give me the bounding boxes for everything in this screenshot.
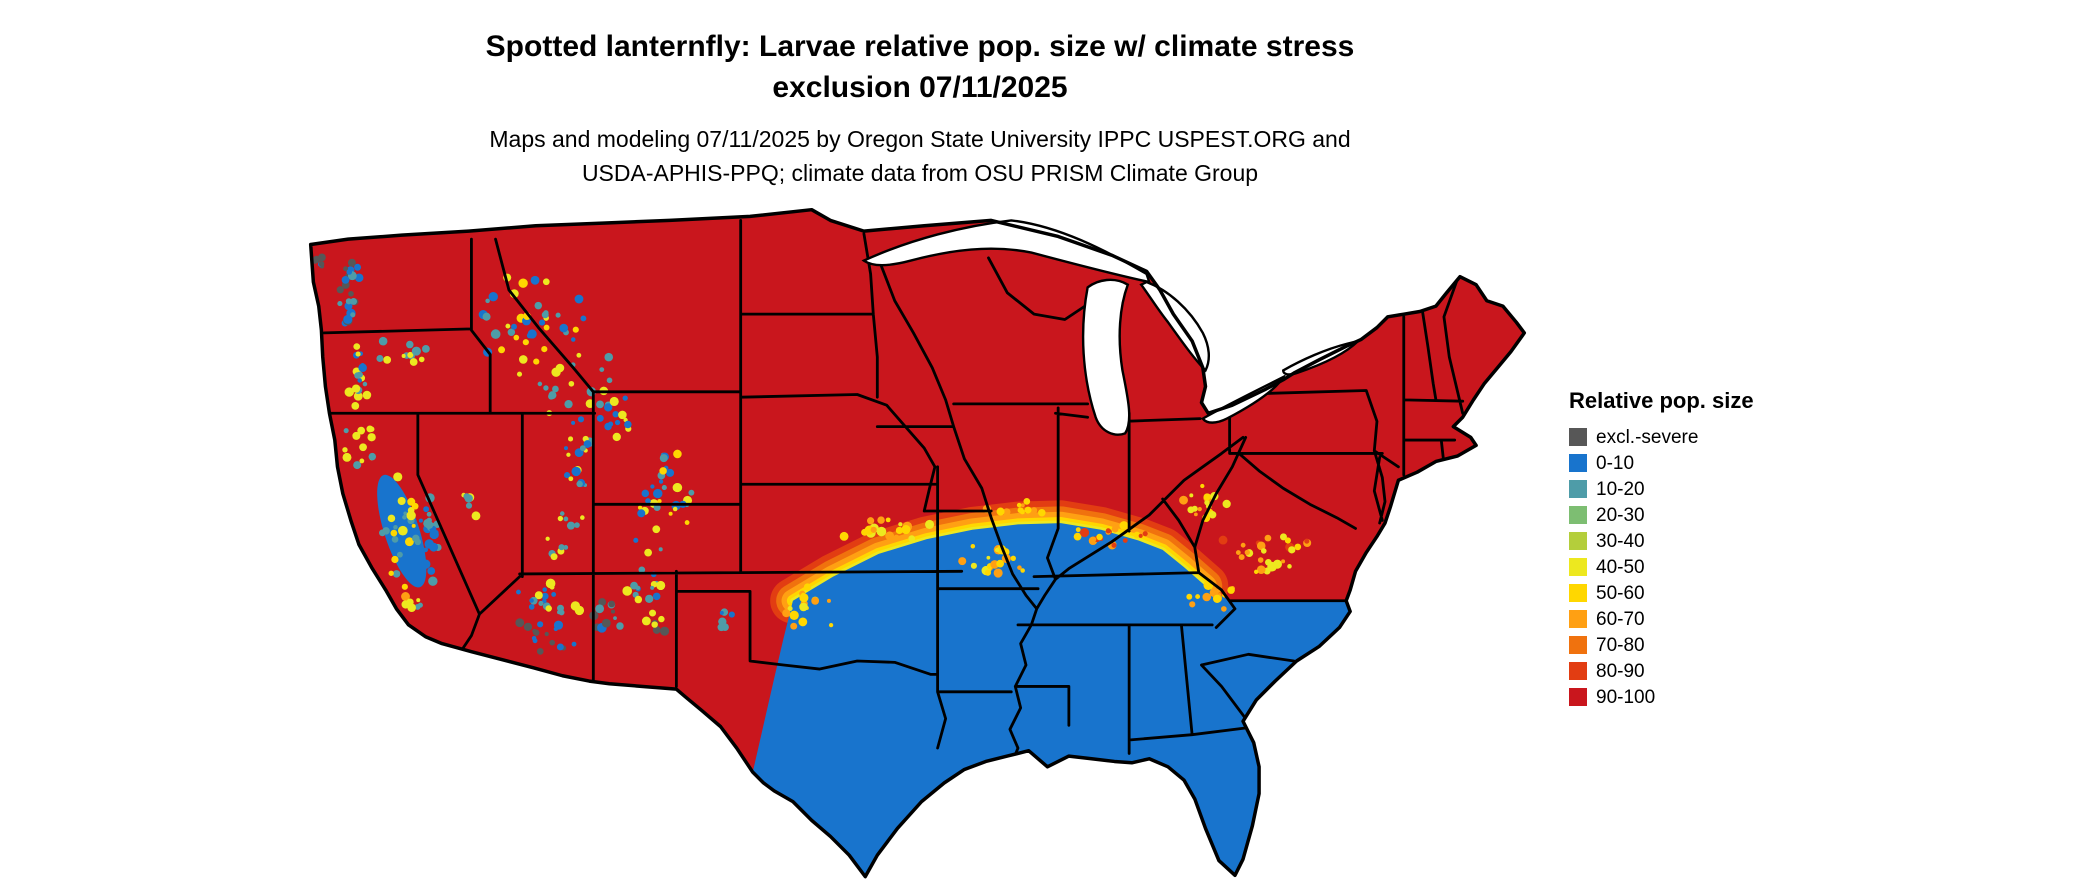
- legend-swatch: [1569, 558, 1587, 576]
- legend-label: 40-50: [1596, 556, 1645, 578]
- us-map: [308, 207, 1527, 879]
- legend-label: 10-20: [1596, 478, 1645, 500]
- map-subtitle-line1: Maps and modeling 07/11/2025 by Oregon S…: [489, 126, 1351, 152]
- legend-item: 40-50: [1569, 554, 1839, 580]
- legend-label: 90-100: [1596, 686, 1656, 708]
- legend-swatch: [1569, 584, 1587, 602]
- legend-item: 20-30: [1569, 502, 1839, 528]
- legend-label: excl.-severe: [1596, 426, 1699, 448]
- legend-item: 70-80: [1569, 632, 1839, 658]
- legend-item: 10-20: [1569, 476, 1839, 502]
- map-title: Spotted lanternfly: Larvae relative pop.…: [0, 26, 1840, 108]
- legend-item: 30-40: [1569, 528, 1839, 554]
- legend-label: 50-60: [1596, 582, 1645, 604]
- legend-label: 0-10: [1596, 452, 1635, 474]
- map-subtitle-line2: USDA-APHIS-PPQ; climate data from OSU PR…: [581, 160, 1259, 186]
- map-title-line2: exclusion 07/11/2025: [772, 71, 1068, 104]
- lake-michigan: [1081, 278, 1131, 436]
- legend-swatch: [1569, 662, 1587, 680]
- legend-item: 50-60: [1569, 580, 1839, 606]
- lake-huron: [1139, 280, 1210, 373]
- legend-swatch: [1569, 688, 1587, 706]
- legend-item: excl.-severe: [1569, 424, 1839, 450]
- legend-swatch: [1569, 506, 1587, 524]
- lake-superior: [861, 219, 1152, 284]
- map-title-line1: Spotted lanternfly: Larvae relative pop.…: [485, 30, 1355, 63]
- legend-swatch: [1569, 454, 1587, 472]
- legend-swatch: [1569, 480, 1587, 498]
- legend-label: 30-40: [1596, 530, 1645, 552]
- speckle-texture: [311, 232, 1312, 877]
- south-low-region: [752, 523, 1351, 877]
- legend-items: excl.-severe 0-10 10-20 20-30 30-40 40-5…: [1569, 424, 1839, 710]
- legend-swatch: [1569, 532, 1587, 550]
- legend-label: 80-90: [1596, 660, 1645, 682]
- map-subtitle: Maps and modeling 07/11/2025 by Oregon S…: [0, 122, 1840, 190]
- legend-swatch: [1569, 636, 1587, 654]
- legend-title: Relative pop. size: [1569, 388, 1754, 413]
- legend-swatch: [1569, 428, 1587, 446]
- legend-swatch: [1569, 610, 1587, 628]
- legend-label: 20-30: [1596, 504, 1645, 526]
- us-outline: [308, 207, 1527, 879]
- legend-item: 80-90: [1569, 658, 1839, 684]
- legend-label: 70-80: [1596, 634, 1645, 656]
- state-borders: [322, 219, 1465, 763]
- legend-item: 60-70: [1569, 606, 1839, 632]
- legend-item: 90-100: [1569, 684, 1839, 710]
- legend-item: 0-10: [1569, 450, 1839, 476]
- map-fill-layers: [310, 209, 1525, 877]
- legend-label: 60-70: [1596, 608, 1645, 630]
- legend: Relative pop. size excl.-severe 0-10 10-…: [1569, 388, 1839, 710]
